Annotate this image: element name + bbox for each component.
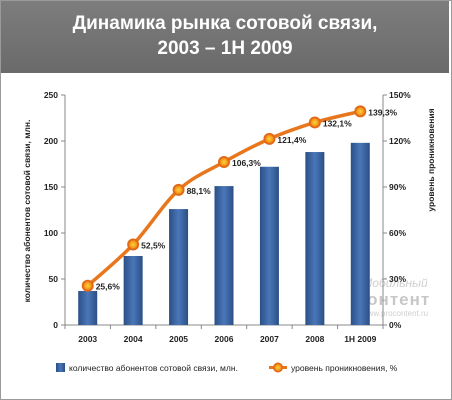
- penetration-point: [308, 116, 321, 129]
- penetration-data-label: 25,6%: [96, 282, 121, 292]
- penetration-point: [81, 279, 94, 292]
- x-tick-label: 2007: [260, 334, 279, 344]
- y-axis-right-title: уровень проникновения: [426, 108, 436, 211]
- penetration-data-label: 139,3%: [368, 107, 397, 117]
- y-tick-left-label: 100: [44, 228, 58, 238]
- y-tick-right-label: 150%: [389, 90, 411, 100]
- y-tick-left-label: 50: [49, 274, 59, 284]
- legend: количество абонентов сотовой связи, млн.…: [56, 362, 398, 373]
- bar: [169, 209, 189, 325]
- bar: [123, 256, 143, 325]
- y-tick-left-label: 200: [44, 136, 58, 146]
- y-tick-right-label: 90%: [389, 182, 406, 192]
- penetration-point: [263, 132, 276, 145]
- penetration-data-label: 52,5%: [141, 241, 166, 251]
- legend-swatch-dot: [273, 362, 283, 373]
- watermark-line-2: Контент: [356, 290, 430, 309]
- legend-label-bars: количество абонентов сотовой связи, млн.: [69, 363, 238, 373]
- data-labels: 25,6% 52,5% 88,1% 106,3% 121,4% 132,1% 139,3%: [96, 107, 398, 291]
- bar: [78, 290, 98, 325]
- penetration-data-label: 132,1%: [323, 118, 352, 128]
- x-tick-label: 1H 2009: [344, 334, 376, 344]
- watermark: Мобильный Контент www.procontent.ru: [356, 276, 430, 318]
- y-tick-right-label: 0%: [389, 320, 402, 330]
- legend-swatch-bars: [56, 363, 65, 372]
- x-tick-label: 2006: [215, 334, 234, 344]
- bar: [214, 186, 234, 325]
- y-tick-right-label: 30%: [389, 274, 406, 284]
- penetration-point: [354, 105, 367, 118]
- y-axis-left-title: количество абонентов сотовой связи, млн.: [22, 120, 32, 303]
- bar: [259, 166, 279, 325]
- penetration-point: [172, 183, 185, 196]
- watermark-line-1: Мобильный: [362, 276, 428, 290]
- penetration-data-label: 88,1%: [187, 186, 212, 196]
- bar: [350, 142, 370, 325]
- watermark-line-3: www.procontent.ru: [361, 309, 428, 318]
- legend-label-line: уровень проникновения, %: [291, 363, 398, 373]
- y-tick-left-label: 150: [44, 182, 58, 192]
- y-tick-left-label: 250: [44, 90, 58, 100]
- bar: [305, 152, 325, 325]
- chart-title-line-1: Динамика рынка сотовой связи,: [72, 13, 378, 34]
- x-tick-label: 2005: [169, 334, 188, 344]
- penetration-data-label: 121,4%: [277, 135, 306, 145]
- x-tick-label: 2008: [305, 334, 324, 344]
- penetration-point: [127, 238, 140, 251]
- y-tick-right-label: 120%: [389, 136, 411, 146]
- chart-title-line-2: 2003 – 1H 2009: [157, 38, 293, 59]
- axes: 0 50 100 150 200 250 0% 30% 60% 90% 120% 150% 2003 20…: [44, 90, 411, 344]
- chart-header: Динамика рынка сотовой связи, 2003 – 1H …: [1, 1, 449, 73]
- y-tick-left-label: 0: [53, 320, 58, 330]
- penetration-data-label: 106,3%: [232, 158, 261, 168]
- y-tick-right-label: 60%: [389, 228, 406, 238]
- penetration-point: [218, 156, 230, 169]
- x-tick-label: 2003: [78, 334, 97, 344]
- penetration-line: [81, 105, 367, 292]
- bars: [78, 142, 370, 325]
- x-tick-label: 2004: [124, 334, 143, 344]
